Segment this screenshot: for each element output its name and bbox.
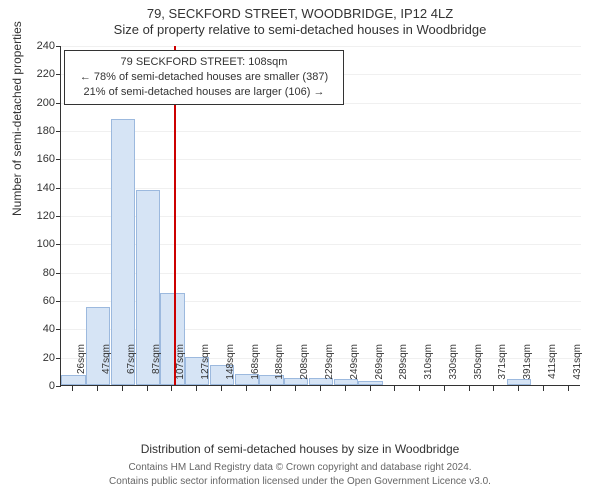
y-tick-label: 220: [25, 68, 55, 80]
x-tick-label: 269sqm: [374, 344, 385, 394]
y-tick-label: 100: [25, 238, 55, 250]
y-axis-title: Number of semi-detached properties: [10, 21, 24, 216]
footnote-line1: Contains HM Land Registry data © Crown c…: [0, 462, 600, 475]
x-tick-label: 168sqm: [250, 344, 261, 394]
chart-container: 79, SECKFORD STREET, WOODBRIDGE, IP12 4L…: [0, 0, 600, 500]
infobox-line3: 21% of semi-detached houses are larger (…: [73, 85, 335, 100]
marker-info-box: 79 SECKFORD STREET: 108sqm ← 78% of semi…: [64, 50, 344, 105]
chart-title: 79, SECKFORD STREET, WOODBRIDGE, IP12 4L…: [0, 0, 600, 22]
x-tick-label: 127sqm: [200, 344, 211, 394]
x-tick-label: 431sqm: [572, 344, 583, 394]
y-tick-label: 0: [25, 380, 55, 392]
footnote-line2: Contains public sector information licen…: [0, 476, 600, 489]
y-tick-label: 120: [25, 210, 55, 222]
y-tick-label: 160: [25, 153, 55, 165]
infobox-line1: 79 SECKFORD STREET: 108sqm: [73, 55, 335, 70]
x-tick-label: 208sqm: [299, 344, 310, 394]
x-tick-label: 330sqm: [448, 344, 459, 394]
x-tick-label: 289sqm: [398, 344, 409, 394]
x-tick-label: 26sqm: [76, 344, 87, 394]
x-tick-label: 47sqm: [101, 344, 112, 394]
y-tick-label: 60: [25, 295, 55, 307]
x-tick-label: 371sqm: [497, 344, 508, 394]
x-tick-label: 249sqm: [349, 344, 360, 394]
y-tick-label: 240: [25, 40, 55, 52]
x-axis-title: Distribution of semi-detached houses by …: [0, 442, 600, 456]
x-tick-label: 107sqm: [175, 344, 186, 394]
x-tick-label: 310sqm: [423, 344, 434, 394]
x-tick-label: 229sqm: [324, 344, 335, 394]
y-tick-label: 140: [25, 182, 55, 194]
infobox-line2: ← 78% of semi-detached houses are smalle…: [73, 70, 335, 85]
x-tick-label: 188sqm: [274, 344, 285, 394]
x-tick-label: 148sqm: [225, 344, 236, 394]
x-tick-label: 67sqm: [126, 344, 137, 394]
x-tick-label: 411sqm: [547, 344, 558, 394]
chart-subtitle: Size of property relative to semi-detach…: [0, 22, 600, 41]
y-tick-label: 180: [25, 125, 55, 137]
chart-plot-area: 79 SECKFORD STREET: 108sqm ← 78% of semi…: [60, 46, 580, 386]
x-tick-label: 391sqm: [522, 344, 533, 394]
y-tick-label: 200: [25, 97, 55, 109]
y-tick-label: 40: [25, 323, 55, 335]
y-tick-label: 20: [25, 352, 55, 364]
x-tick-label: 350sqm: [473, 344, 484, 394]
x-tick-label: 87sqm: [151, 344, 162, 394]
y-tick-label: 80: [25, 267, 55, 279]
